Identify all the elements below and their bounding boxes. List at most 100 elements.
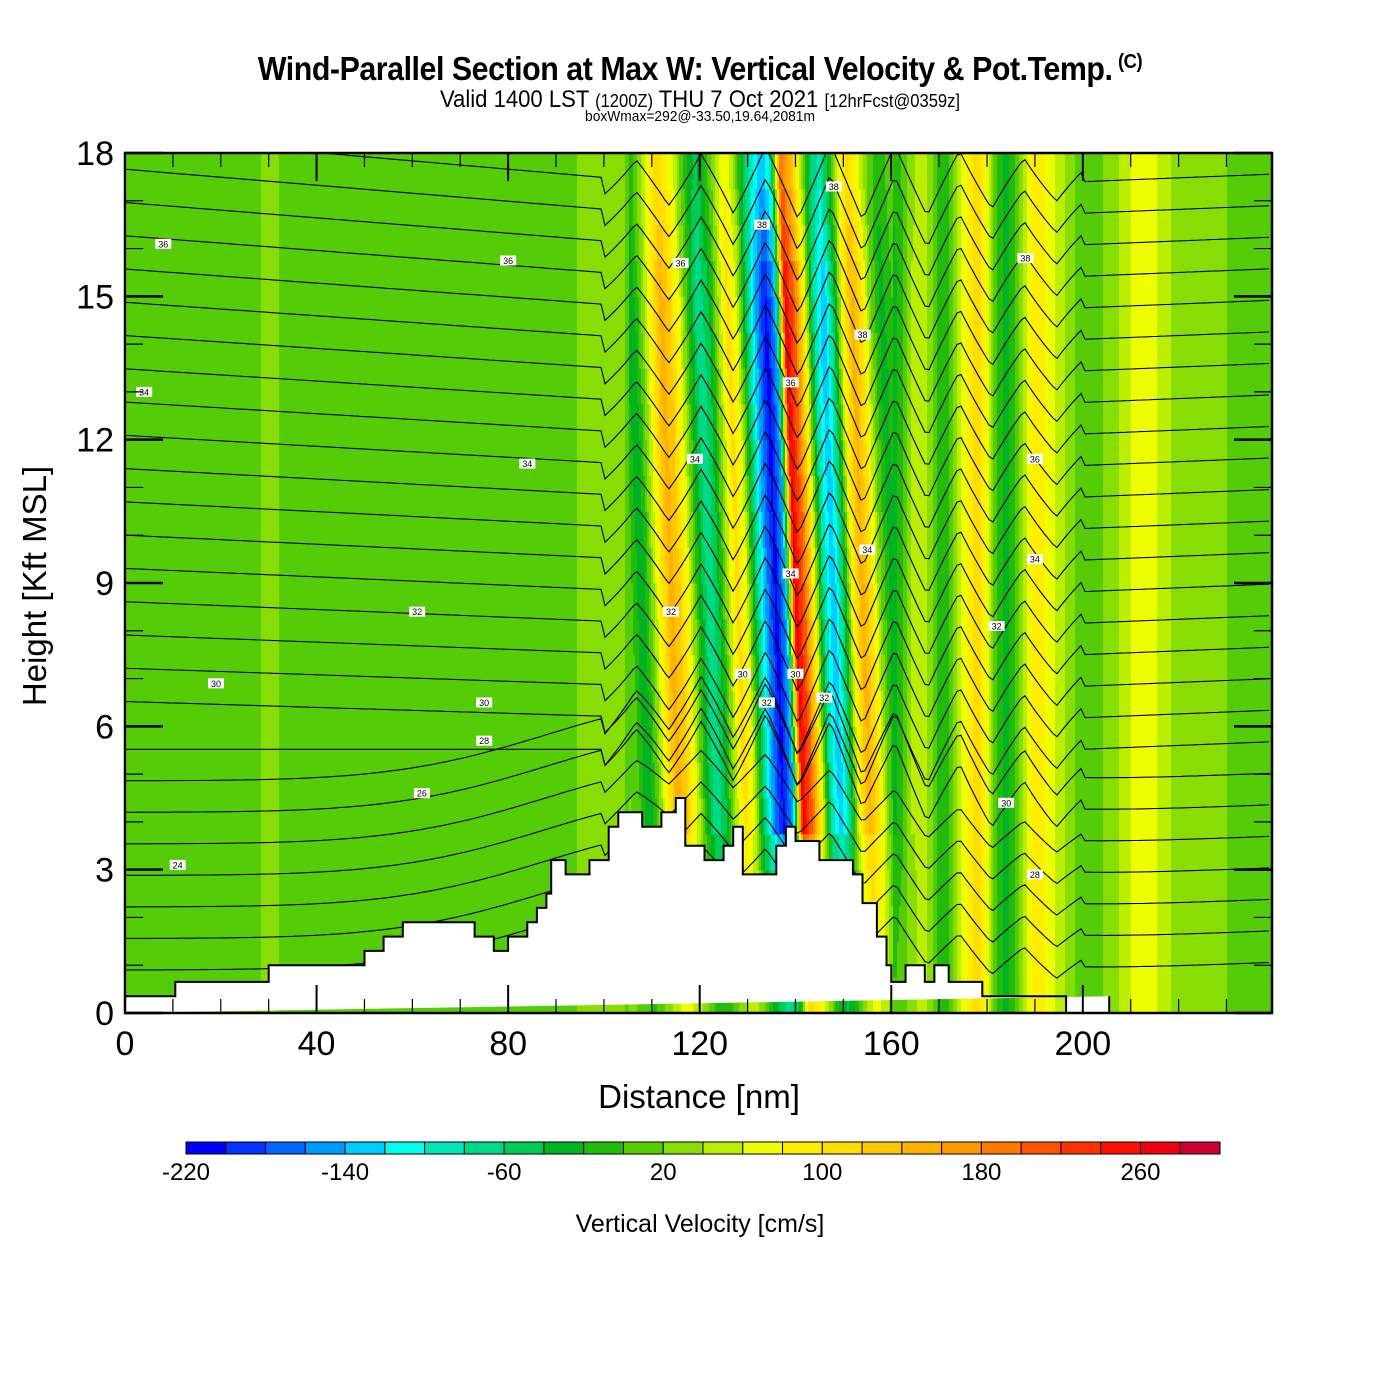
field-cell bbox=[763, 798, 766, 835]
field-cell bbox=[809, 403, 812, 441]
field-cell bbox=[841, 368, 844, 405]
field-cell bbox=[885, 726, 888, 763]
field-cell bbox=[809, 547, 812, 584]
field-cell bbox=[827, 726, 830, 763]
field-cell bbox=[973, 618, 982, 656]
field-cell bbox=[727, 403, 732, 441]
field-cell bbox=[757, 547, 762, 584]
field-cell bbox=[651, 475, 654, 512]
field-cell bbox=[731, 654, 734, 692]
field-cell bbox=[949, 475, 954, 512]
field-cell bbox=[745, 188, 750, 226]
field-cell bbox=[809, 296, 812, 333]
field-cell bbox=[707, 690, 710, 727]
field-cell bbox=[649, 618, 654, 656]
field-cell bbox=[933, 941, 938, 978]
field-cell bbox=[1065, 224, 1076, 262]
field-cell bbox=[825, 654, 828, 692]
field-cell bbox=[687, 154, 694, 190]
field-cell bbox=[261, 224, 280, 262]
field-cell bbox=[953, 798, 958, 835]
field-cell bbox=[1119, 475, 1132, 512]
field-cell bbox=[1027, 726, 1032, 763]
field-cell bbox=[1031, 188, 1046, 226]
field-cell bbox=[761, 439, 764, 477]
colorbar-swatch bbox=[662, 1141, 704, 1155]
field-cell bbox=[681, 260, 684, 297]
contour-label: 28 bbox=[476, 735, 493, 746]
field-cell bbox=[821, 260, 826, 297]
field-cell bbox=[843, 547, 846, 584]
field-cell bbox=[643, 439, 648, 477]
field-cell bbox=[957, 941, 962, 978]
field-cell bbox=[1019, 618, 1024, 656]
field-cell bbox=[126, 260, 128, 297]
field-cell bbox=[1119, 869, 1132, 907]
theta-contour-line bbox=[126, 812, 1270, 916]
field-cell bbox=[709, 296, 712, 333]
field-cell bbox=[885, 869, 890, 907]
field-cell bbox=[847, 403, 850, 441]
field-cell bbox=[1003, 154, 1010, 190]
field-cell bbox=[1023, 977, 1028, 1012]
field-cell bbox=[781, 439, 784, 477]
field-cell bbox=[1019, 762, 1024, 799]
field-cell bbox=[1019, 332, 1024, 369]
field-cell bbox=[261, 690, 280, 727]
field-cell bbox=[761, 618, 764, 656]
field-cell bbox=[813, 368, 816, 405]
field-cell bbox=[1171, 403, 1228, 441]
field-cell bbox=[1119, 403, 1132, 441]
field-cell bbox=[903, 224, 908, 262]
field-cell bbox=[831, 296, 834, 333]
field-cell bbox=[967, 188, 974, 226]
field-cell bbox=[727, 188, 732, 226]
field-cell bbox=[871, 762, 876, 799]
contour-label: 36 bbox=[672, 257, 689, 268]
field-cell bbox=[637, 332, 640, 369]
contour-label-box bbox=[413, 788, 430, 799]
field-cell bbox=[1119, 260, 1132, 297]
field-cell bbox=[745, 260, 748, 297]
field-cell bbox=[733, 403, 738, 441]
field-cell bbox=[1019, 403, 1024, 441]
field-cell bbox=[805, 511, 808, 548]
field-cell bbox=[659, 547, 662, 584]
field-cell bbox=[727, 475, 732, 512]
field-cell bbox=[801, 368, 804, 405]
field-cell bbox=[861, 762, 866, 799]
field-cell bbox=[771, 798, 774, 835]
field-cell bbox=[865, 296, 868, 333]
field-cell bbox=[795, 762, 798, 799]
field-cell bbox=[967, 475, 974, 512]
field-cell bbox=[799, 583, 804, 620]
field-cell bbox=[655, 762, 660, 799]
field-cell bbox=[127, 475, 262, 512]
field-cell bbox=[865, 332, 870, 369]
field-cell bbox=[961, 403, 968, 441]
field-cell bbox=[729, 511, 732, 548]
field-cell bbox=[911, 762, 928, 799]
field-cell bbox=[715, 296, 720, 333]
field-cell bbox=[801, 296, 804, 333]
field-cell bbox=[813, 296, 816, 333]
field-cell bbox=[769, 188, 774, 226]
field-cell bbox=[731, 583, 734, 620]
field-cell bbox=[261, 583, 280, 620]
field-cell bbox=[911, 296, 928, 333]
contour-label-box bbox=[782, 568, 799, 579]
field-cell bbox=[853, 368, 858, 405]
field-cell bbox=[126, 583, 128, 620]
field-cell bbox=[961, 762, 968, 799]
theta-contour-line bbox=[126, 301, 1270, 376]
field-cell bbox=[701, 547, 706, 584]
field-cell bbox=[889, 690, 894, 727]
field-cell bbox=[807, 798, 810, 835]
field-cell bbox=[655, 368, 660, 405]
field-cell bbox=[1157, 260, 1172, 297]
field-cell bbox=[647, 260, 650, 297]
field-cell bbox=[839, 690, 844, 727]
field-cell bbox=[697, 618, 700, 656]
field-cell bbox=[845, 833, 850, 871]
field-cell bbox=[709, 654, 718, 692]
